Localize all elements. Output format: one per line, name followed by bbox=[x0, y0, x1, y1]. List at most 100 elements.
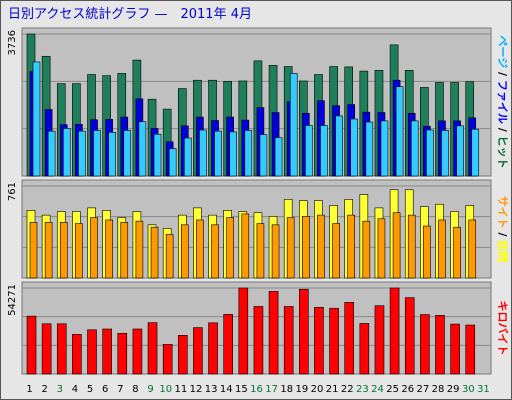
panel-kilobytes: 54271 キロバイト bbox=[7, 281, 509, 375]
legend-hits: ページ / ファイル / ヒット bbox=[496, 35, 509, 168]
bar-visits-24-s1 bbox=[377, 218, 386, 279]
x-tick-label: 22 bbox=[341, 384, 354, 395]
bar-visits-6-s1 bbox=[105, 219, 113, 279]
bar-kilobytes-12-s0 bbox=[193, 327, 203, 375]
bar-kilobytes-24-s0 bbox=[374, 305, 385, 375]
bar-visits-25-s1 bbox=[392, 212, 401, 279]
bar-visits-9-s1 bbox=[150, 226, 159, 279]
bar-hits-8-s2 bbox=[138, 121, 147, 177]
bar-kilobytes-3-s0 bbox=[56, 323, 67, 375]
bar-kilobytes-5-s0 bbox=[87, 329, 97, 375]
bar-visits-15-s1 bbox=[241, 213, 250, 279]
x-tick-label: 6 bbox=[102, 384, 108, 395]
legend-part: ページ bbox=[496, 35, 509, 68]
bar-hits-1-s2 bbox=[32, 61, 41, 177]
bar-kilobytes-25-s0 bbox=[389, 287, 400, 375]
bar-hits-23-s2 bbox=[365, 121, 374, 177]
x-tick-label: 13 bbox=[205, 384, 218, 395]
bar-kilobytes-22-s0 bbox=[344, 302, 355, 375]
legend-part: ヒット bbox=[496, 136, 509, 169]
bar-hits-9-s2 bbox=[153, 133, 162, 177]
legend-part: サイト bbox=[496, 196, 509, 229]
bar-hits-13-s2 bbox=[214, 130, 222, 177]
bar-visits-1-s1 bbox=[29, 222, 38, 279]
x-tick-label: 5 bbox=[87, 384, 93, 395]
bar-visits-2-s1 bbox=[44, 222, 53, 279]
x-tick-label: 20 bbox=[311, 384, 324, 395]
bar-visits-13-s1 bbox=[211, 224, 219, 279]
bar-visits-17-s1 bbox=[271, 224, 280, 279]
bar-visits-12-s1 bbox=[196, 219, 204, 279]
x-tick-label: 16 bbox=[250, 384, 263, 395]
legend-part: ファイル bbox=[496, 80, 509, 124]
x-tick-label: 23 bbox=[356, 384, 369, 395]
bar-hits-12-s2 bbox=[199, 129, 207, 177]
bar-visits-21-s1 bbox=[332, 223, 340, 279]
bar-hits-17-s2 bbox=[274, 137, 283, 177]
bar-visits-23-s1 bbox=[362, 220, 371, 279]
bar-kilobytes-13-s0 bbox=[208, 322, 218, 375]
x-tick-label: 8 bbox=[132, 384, 138, 395]
bar-kilobytes-23-s0 bbox=[359, 323, 370, 375]
bar-kilobytes-11-s0 bbox=[177, 335, 188, 375]
bar-visits-20-s1 bbox=[317, 214, 325, 279]
bar-hits-15-s2 bbox=[244, 130, 253, 177]
bar-visits-18-s1 bbox=[286, 217, 295, 279]
bar-visits-26-s1 bbox=[407, 214, 416, 279]
bar-kilobytes-17-s0 bbox=[268, 291, 279, 375]
bar-visits-5-s1 bbox=[90, 217, 98, 279]
x-tick-label: 14 bbox=[220, 384, 233, 395]
bar-hits-29-s2 bbox=[456, 125, 464, 177]
y-max-label: 761 bbox=[7, 182, 18, 201]
x-tick-label: 2 bbox=[42, 384, 48, 395]
bar-kilobytes-30-s0 bbox=[465, 324, 476, 375]
bar-hits-5-s2 bbox=[93, 130, 101, 177]
bar-hits-14-s2 bbox=[229, 131, 237, 177]
x-tick-label: 17 bbox=[265, 384, 278, 395]
bar-visits-8-s1 bbox=[135, 220, 144, 279]
bar-visits-3-s1 bbox=[59, 222, 68, 279]
x-tick-label: 19 bbox=[296, 384, 309, 395]
bar-hits-10-s2 bbox=[168, 148, 177, 177]
bar-hits-20-s2 bbox=[320, 125, 328, 177]
x-tick-label: 11 bbox=[174, 384, 187, 395]
x-tick-label: 15 bbox=[235, 384, 248, 395]
bar-visits-7-s1 bbox=[120, 222, 129, 279]
bar-hits-19-s2 bbox=[305, 125, 313, 177]
bar-kilobytes-19-s0 bbox=[299, 288, 309, 375]
chart-title: 日別アクセス統計グラフ — 2011年 4月 bbox=[8, 7, 252, 22]
bar-kilobytes-6-s0 bbox=[102, 328, 112, 375]
legend-part: 訪問 bbox=[496, 240, 510, 262]
bar-hits-4-s2 bbox=[78, 130, 86, 177]
bar-kilobytes-28-s0 bbox=[435, 315, 445, 375]
bar-kilobytes-8-s0 bbox=[132, 328, 143, 375]
bar-hits-22-s2 bbox=[350, 118, 359, 177]
x-tick-label: 25 bbox=[386, 384, 399, 395]
legend-part: / bbox=[496, 229, 509, 241]
legend-kilobytes: キロバイト bbox=[496, 301, 509, 356]
x-tick-label: 26 bbox=[401, 384, 414, 395]
panel-hits: 3736 ページ / ファイル / ヒット bbox=[7, 27, 509, 177]
bar-hits-2-s2 bbox=[47, 130, 56, 177]
x-tick-label: 18 bbox=[280, 384, 293, 395]
x-tick-label: 10 bbox=[159, 384, 172, 395]
bar-kilobytes-27-s0 bbox=[420, 314, 430, 375]
y-max-label: 3736 bbox=[7, 30, 18, 55]
x-tick-label: 31 bbox=[477, 384, 490, 395]
bar-kilobytes-20-s0 bbox=[314, 306, 324, 375]
bar-visits-28-s1 bbox=[438, 219, 446, 279]
bar-visits-22-s1 bbox=[347, 214, 356, 279]
bar-kilobytes-15-s0 bbox=[238, 287, 249, 375]
x-tick-label: 9 bbox=[147, 384, 153, 395]
panel-visits: 761 サイト / 訪問 bbox=[7, 179, 510, 279]
y-max-label: 54271 bbox=[7, 284, 18, 316]
bar-visits-29-s1 bbox=[453, 226, 461, 279]
bar-visits-16-s1 bbox=[256, 223, 265, 279]
bar-hits-11-s2 bbox=[183, 137, 192, 177]
bar-kilobytes-2-s0 bbox=[41, 323, 52, 375]
bar-kilobytes-9-s0 bbox=[147, 322, 158, 375]
bar-kilobytes-4-s0 bbox=[72, 334, 82, 375]
bar-kilobytes-7-s0 bbox=[117, 332, 128, 375]
x-tick-label: 30 bbox=[462, 384, 475, 395]
x-tick-label: 24 bbox=[371, 384, 384, 395]
